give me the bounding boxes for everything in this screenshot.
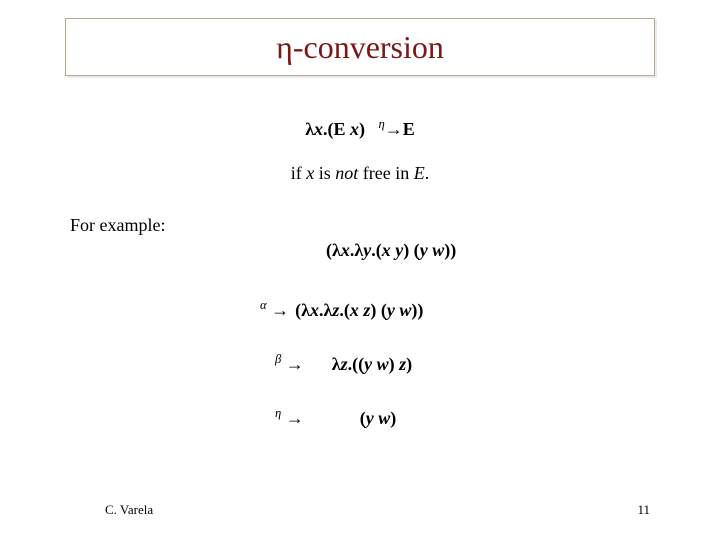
title-box: η-conversion [65,18,655,76]
condition-text: if x is not free in E. [291,163,430,184]
alpha-superscript: α [260,298,267,312]
equation-2: α →(λx.λz.(x z) (y w)) [260,298,423,321]
slide-title: η-conversion [276,29,444,66]
condition-mid: is [314,163,335,183]
condition-post: free in [358,163,413,183]
condition-E: E [414,163,425,183]
condition-end: . [425,163,430,183]
equation-2-body: (λx.λz.(x z) (y w)) [295,300,423,321]
rule-lhs: λx.(E x) [305,119,365,139]
condition-x: x [306,163,314,183]
condition-pre: if [291,163,307,183]
equation-3-body: λz.((y w) z) [332,354,412,375]
slide: η-conversion λx.(E x) η→E if x is not fr… [0,0,720,540]
footer-page-number: 11 [637,502,650,518]
equation-4: η →(y w) [275,406,396,429]
eta-superscript-2: η [275,406,281,420]
beta-superscript: β [275,352,281,366]
for-example-label: For example: [70,215,165,236]
footer-author: C. Varela [105,502,153,518]
equation-4-body: (y w) [360,408,397,429]
equation-1: (λx.λy.(x y) (y w)) [326,240,456,261]
equation-3: β →λz.((y w) z) [275,352,412,375]
eta-superscript: η [379,117,385,131]
condition-not: not [335,163,358,183]
eta-rule: λx.(E x) η→E [305,117,415,140]
